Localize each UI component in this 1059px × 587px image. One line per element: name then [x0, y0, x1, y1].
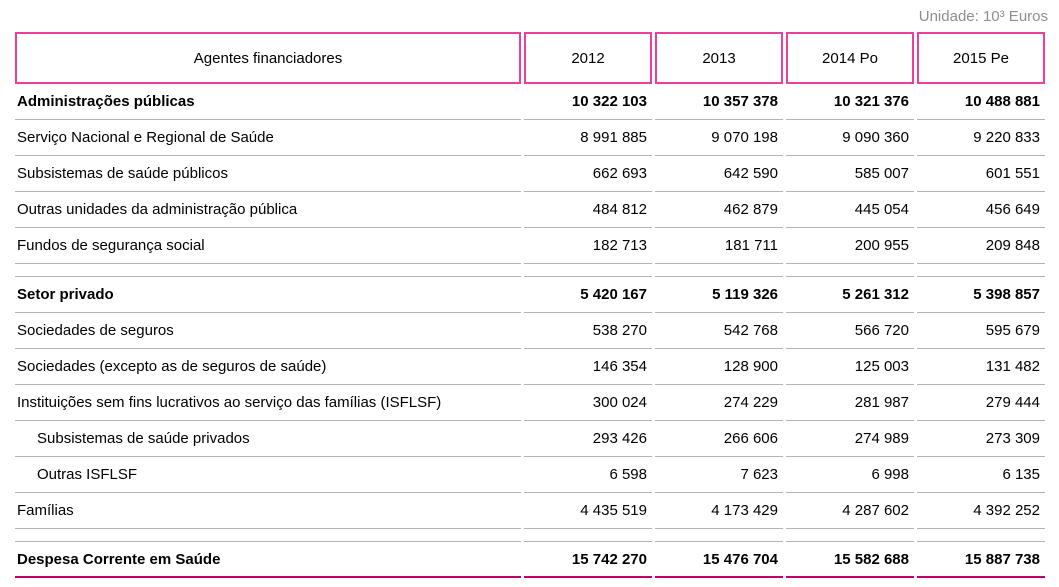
value-cell: 181 711: [655, 228, 783, 264]
value-cell: 281 987: [786, 385, 914, 421]
row-label: Outras ISFLSF: [15, 457, 521, 493]
row-label: Instituições sem fins lucrativos ao serv…: [15, 385, 521, 421]
column-header-agentes-financiadores: Agentes financiadores: [15, 32, 521, 84]
value-cell: 601 551: [917, 156, 1045, 192]
header-row: Agentes financiadores 2012 2013 2014 Po …: [15, 32, 1045, 84]
row-label: Setor privado: [15, 277, 521, 313]
value-cell: 662 693: [524, 156, 652, 192]
column-header-2015-pe: 2015 Pe: [917, 32, 1045, 84]
value-cell: 15 887 738: [917, 542, 1045, 578]
table-row: Subsistemas de saúde privados 293 426 26…: [15, 421, 1045, 457]
value-cell: 9 070 198: [655, 120, 783, 156]
value-cell: 200 955: [786, 228, 914, 264]
row-label: Despesa Corrente em Saúde: [15, 542, 521, 578]
value-cell: 15 476 704: [655, 542, 783, 578]
table-row: Famílias 4 435 519 4 173 429 4 287 602 4…: [15, 493, 1045, 529]
value-cell: 7 623: [655, 457, 783, 493]
table-row: Instituições sem fins lucrativos ao serv…: [15, 385, 1045, 421]
table-header: Agentes financiadores 2012 2013 2014 Po …: [15, 32, 1045, 84]
value-cell: 300 024: [524, 385, 652, 421]
row-label: Sociedades (excepto as de seguros de saú…: [15, 349, 521, 385]
value-cell: 10 321 376: [786, 84, 914, 120]
table-row: Serviço Nacional e Regional de Saúde 8 9…: [15, 120, 1045, 156]
value-cell: 4 392 252: [917, 493, 1045, 529]
value-cell: 5 420 167: [524, 277, 652, 313]
value-cell: 9 220 833: [917, 120, 1045, 156]
unit-label: Unidade: 10³ Euros: [918, 8, 1048, 25]
row-label: Sociedades de seguros: [15, 313, 521, 349]
value-cell: 182 713: [524, 228, 652, 264]
value-cell: 125 003: [786, 349, 914, 385]
value-cell: 538 270: [524, 313, 652, 349]
section-spacer-row: [15, 264, 1045, 277]
value-cell: 5 119 326: [655, 277, 783, 313]
value-cell: 6 998: [786, 457, 914, 493]
value-cell: 6 135: [917, 457, 1045, 493]
table-row: Fundos de segurança social 182 713 181 7…: [15, 228, 1045, 264]
row-label: Subsistemas de saúde privados: [15, 421, 521, 457]
table-row: Administrações públicas 10 322 103 10 35…: [15, 84, 1045, 120]
value-cell: 273 309: [917, 421, 1045, 457]
value-cell: 4 173 429: [655, 493, 783, 529]
row-label: Serviço Nacional e Regional de Saúde: [15, 120, 521, 156]
value-cell: 462 879: [655, 192, 783, 228]
row-label: Outras unidades da administração pública: [15, 192, 521, 228]
table-row: Sociedades (excepto as de seguros de saú…: [15, 349, 1045, 385]
column-header-2012: 2012: [524, 32, 652, 84]
value-cell: 5 261 312: [786, 277, 914, 313]
value-cell: 8 991 885: [524, 120, 652, 156]
value-cell: 274 229: [655, 385, 783, 421]
value-cell: 274 989: [786, 421, 914, 457]
value-cell: 5 398 857: [917, 277, 1045, 313]
table-body: Administrações públicas 10 322 103 10 35…: [15, 84, 1045, 578]
value-cell: 146 354: [524, 349, 652, 385]
value-cell: 10 488 881: [917, 84, 1045, 120]
value-cell: 585 007: [786, 156, 914, 192]
value-cell: 293 426: [524, 421, 652, 457]
value-cell: 131 482: [917, 349, 1045, 385]
value-cell: 15 742 270: [524, 542, 652, 578]
value-cell: 4 435 519: [524, 493, 652, 529]
value-cell: 484 812: [524, 192, 652, 228]
value-cell: 566 720: [786, 313, 914, 349]
row-label: Subsistemas de saúde públicos: [15, 156, 521, 192]
table-row: Subsistemas de saúde públicos 662 693 64…: [15, 156, 1045, 192]
table-row: Outras ISFLSF 6 598 7 623 6 998 6 135: [15, 457, 1045, 493]
financing-agents-table: Agentes financiadores 2012 2013 2014 Po …: [12, 32, 1048, 578]
value-cell: 642 590: [655, 156, 783, 192]
column-header-2013: 2013: [655, 32, 783, 84]
total-row: Despesa Corrente em Saúde 15 742 270 15 …: [15, 542, 1045, 578]
value-cell: 10 357 378: [655, 84, 783, 120]
value-cell: 4 287 602: [786, 493, 914, 529]
column-header-2014-po: 2014 Po: [786, 32, 914, 84]
table-row: Setor privado 5 420 167 5 119 326 5 261 …: [15, 277, 1045, 313]
value-cell: 445 054: [786, 192, 914, 228]
value-cell: 15 582 688: [786, 542, 914, 578]
value-cell: 542 768: [655, 313, 783, 349]
value-cell: 10 322 103: [524, 84, 652, 120]
row-label: Famílias: [15, 493, 521, 529]
row-label: Fundos de segurança social: [15, 228, 521, 264]
value-cell: 9 090 360: [786, 120, 914, 156]
value-cell: 128 900: [655, 349, 783, 385]
value-cell: 209 848: [917, 228, 1045, 264]
value-cell: 6 598: [524, 457, 652, 493]
table-row: Outras unidades da administração pública…: [15, 192, 1045, 228]
value-cell: 279 444: [917, 385, 1045, 421]
table-row: Sociedades de seguros 538 270 542 768 56…: [15, 313, 1045, 349]
value-cell: 266 606: [655, 421, 783, 457]
value-cell: 595 679: [917, 313, 1045, 349]
section-spacer-row: [15, 529, 1045, 542]
value-cell: 456 649: [917, 192, 1045, 228]
row-label: Administrações públicas: [15, 84, 521, 120]
